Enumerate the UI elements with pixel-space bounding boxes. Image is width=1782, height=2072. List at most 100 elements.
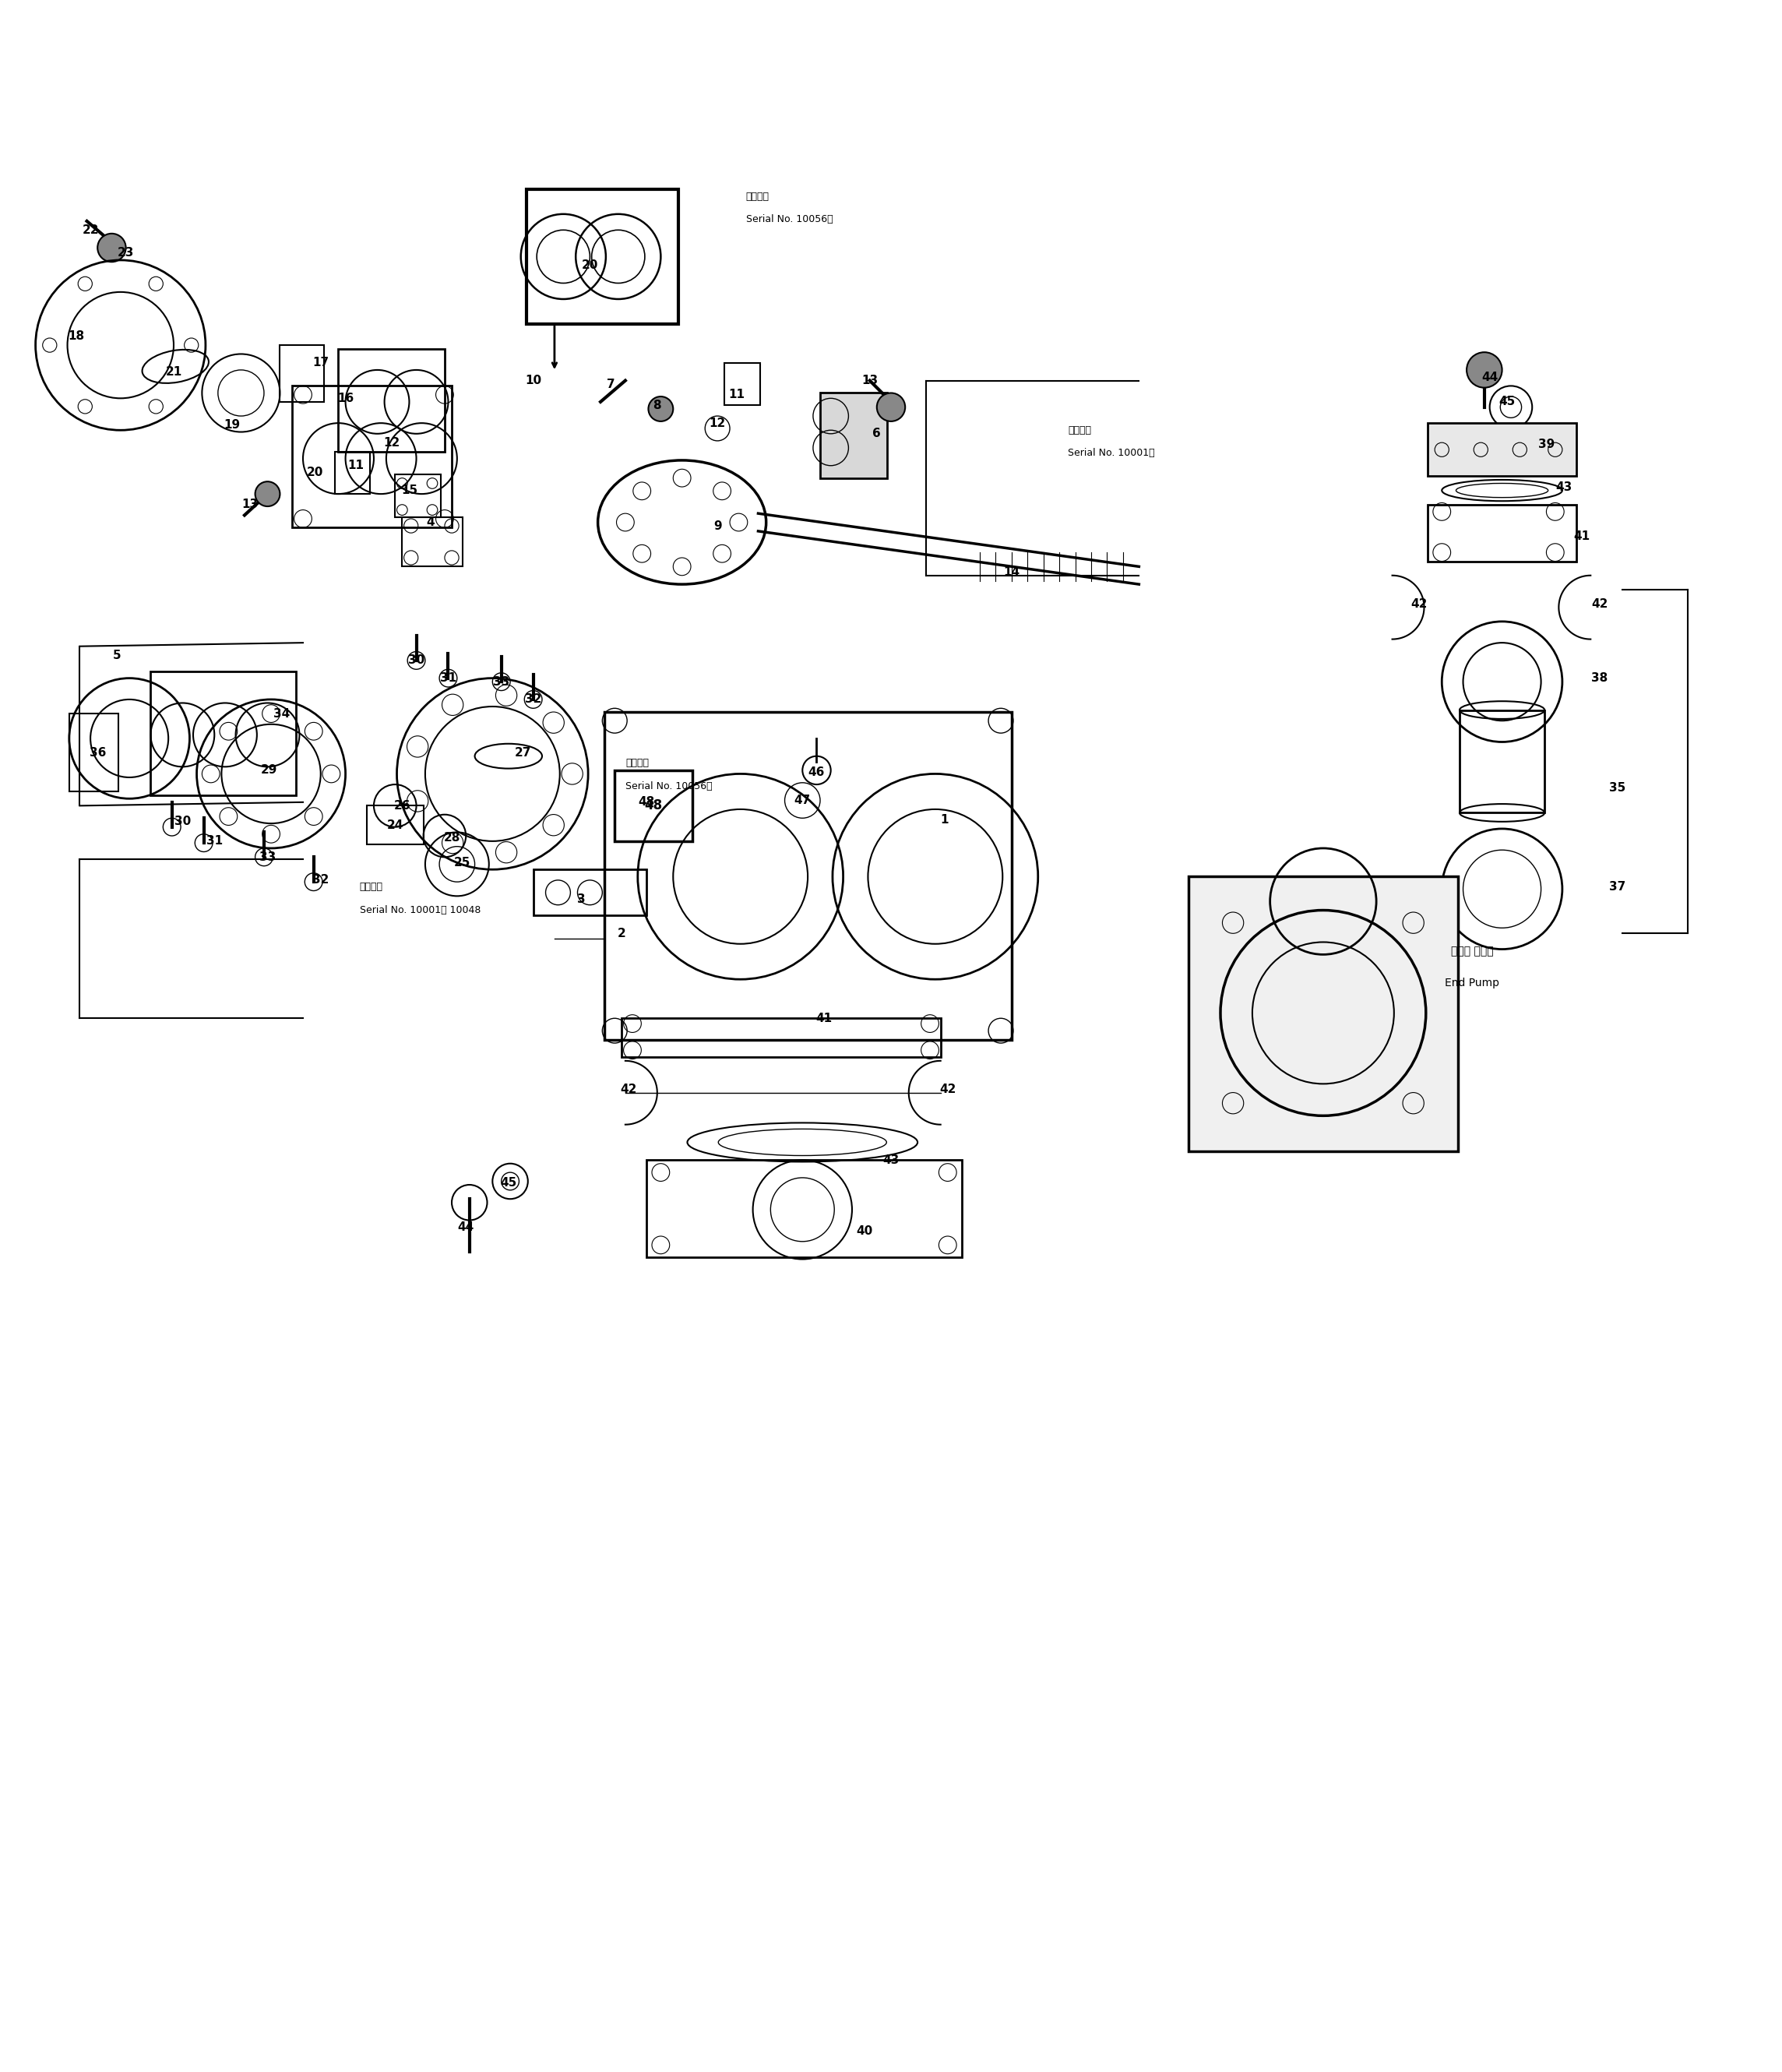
Text: 24: 24 xyxy=(387,818,403,831)
Circle shape xyxy=(877,394,905,421)
Text: 30: 30 xyxy=(175,816,191,827)
Bar xyxy=(280,346,324,402)
Text: 15: 15 xyxy=(401,485,417,497)
Text: 17: 17 xyxy=(312,356,330,369)
Text: 43: 43 xyxy=(1556,481,1572,493)
Text: 32: 32 xyxy=(526,694,542,704)
Text: 2: 2 xyxy=(618,928,625,939)
Text: 22: 22 xyxy=(82,224,98,236)
Text: 12: 12 xyxy=(709,416,725,429)
Text: 適用号機: 適用号機 xyxy=(1067,425,1092,435)
Text: 41: 41 xyxy=(816,1013,832,1024)
Text: 14: 14 xyxy=(1003,566,1019,578)
Text: 3: 3 xyxy=(577,893,584,905)
Text: 6: 6 xyxy=(873,429,880,439)
Text: 11: 11 xyxy=(347,460,364,472)
Bar xyxy=(335,452,371,493)
Bar xyxy=(1427,506,1577,562)
Text: 適用号機: 適用号機 xyxy=(625,758,649,769)
Bar xyxy=(339,348,446,452)
Text: 5: 5 xyxy=(112,649,121,661)
Text: 34: 34 xyxy=(273,709,290,719)
Text: 25: 25 xyxy=(454,856,470,868)
Bar xyxy=(1459,711,1545,812)
Text: 10: 10 xyxy=(526,375,542,385)
Bar xyxy=(292,385,453,528)
Text: 44: 44 xyxy=(458,1222,474,1233)
Text: 45: 45 xyxy=(501,1177,517,1189)
Bar xyxy=(820,394,887,479)
Text: 30: 30 xyxy=(408,655,424,667)
Circle shape xyxy=(649,396,674,421)
Text: 28: 28 xyxy=(444,831,460,843)
Text: 1: 1 xyxy=(941,814,948,827)
Text: 45: 45 xyxy=(1499,396,1516,408)
Bar xyxy=(151,671,296,796)
Text: 12: 12 xyxy=(383,437,399,448)
Text: Serial No. 10001～ 10048: Serial No. 10001～ 10048 xyxy=(360,905,481,916)
Text: 35: 35 xyxy=(1609,781,1625,794)
Bar xyxy=(526,189,679,323)
Text: 23: 23 xyxy=(118,247,134,259)
Bar xyxy=(533,870,647,916)
Bar xyxy=(1427,423,1577,477)
Text: 7: 7 xyxy=(608,379,615,390)
Bar xyxy=(403,518,462,566)
Text: Serial No. 10056～: Serial No. 10056～ xyxy=(625,781,713,792)
Text: 42: 42 xyxy=(1411,599,1427,609)
Bar xyxy=(604,713,1012,1040)
Text: 19: 19 xyxy=(225,419,241,431)
Text: 42: 42 xyxy=(1591,599,1607,609)
Text: 9: 9 xyxy=(713,520,722,533)
Text: 13: 13 xyxy=(242,499,258,510)
Text: 31: 31 xyxy=(207,835,223,847)
Text: 20: 20 xyxy=(581,259,599,271)
Circle shape xyxy=(1467,352,1502,387)
Circle shape xyxy=(255,481,280,506)
Bar xyxy=(367,806,424,845)
Bar xyxy=(725,363,759,406)
Text: 46: 46 xyxy=(809,767,825,777)
Text: 32: 32 xyxy=(312,874,330,887)
Text: 18: 18 xyxy=(68,329,84,342)
Text: 47: 47 xyxy=(795,794,811,806)
Text: 29: 29 xyxy=(260,765,278,777)
Text: 36: 36 xyxy=(89,746,105,758)
Text: Serial No. 10056～: Serial No. 10056～ xyxy=(745,213,832,224)
Text: 20: 20 xyxy=(307,466,324,479)
Text: Serial No. 10001～: Serial No. 10001～ xyxy=(1067,448,1155,458)
Text: 44: 44 xyxy=(1481,371,1499,383)
Text: 27: 27 xyxy=(515,746,531,758)
Text: 33: 33 xyxy=(494,675,510,688)
Text: 33: 33 xyxy=(258,852,276,862)
Text: 38: 38 xyxy=(1591,671,1607,684)
Text: エンド ポンプ: エンド ポンプ xyxy=(1451,945,1493,957)
Text: 31: 31 xyxy=(440,671,456,684)
Bar xyxy=(396,474,442,518)
Text: 43: 43 xyxy=(882,1154,900,1167)
Bar xyxy=(1189,876,1458,1152)
Text: 40: 40 xyxy=(855,1225,873,1237)
Text: 39: 39 xyxy=(1538,439,1554,450)
Text: 37: 37 xyxy=(1609,881,1625,893)
Circle shape xyxy=(98,234,127,261)
Text: 48: 48 xyxy=(638,796,654,808)
Text: 13: 13 xyxy=(861,375,879,385)
Text: 11: 11 xyxy=(729,390,745,400)
Text: 16: 16 xyxy=(337,392,355,404)
Text: 21: 21 xyxy=(166,367,182,377)
Text: 適用号機: 適用号機 xyxy=(360,883,383,893)
Text: 8: 8 xyxy=(652,400,661,410)
Text: 42: 42 xyxy=(939,1084,955,1094)
Text: 42: 42 xyxy=(620,1084,638,1094)
Text: 26: 26 xyxy=(394,800,410,812)
Bar xyxy=(69,713,119,792)
Bar xyxy=(615,771,693,841)
Bar xyxy=(622,1017,941,1057)
Text: End Pump: End Pump xyxy=(1445,978,1499,988)
Text: 4: 4 xyxy=(426,516,435,528)
Text: 48: 48 xyxy=(645,798,663,812)
Bar xyxy=(647,1160,962,1258)
Text: 41: 41 xyxy=(1574,530,1590,543)
Text: 適用号機: 適用号機 xyxy=(745,191,770,201)
